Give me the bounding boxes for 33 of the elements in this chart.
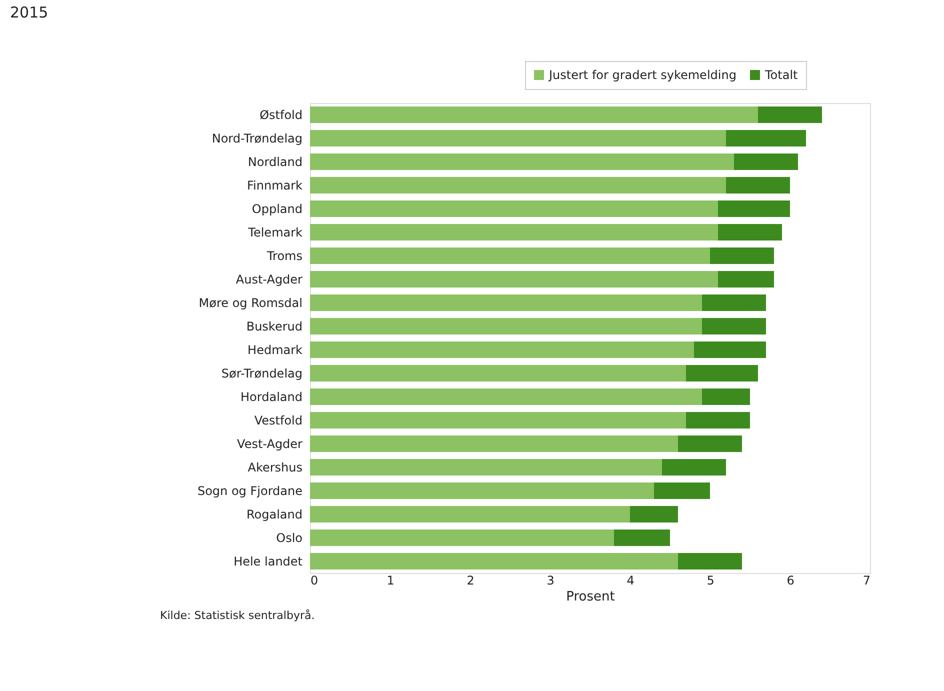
- y-tick-label: Telemark: [247, 225, 303, 240]
- y-tick-label: Møre og Romsdal: [198, 296, 302, 310]
- x-tick-label: 4: [626, 574, 634, 588]
- y-tick-label: Nord-Trøndelag: [212, 131, 302, 146]
- y-tick-label: Sør-Trøndelag: [221, 366, 302, 380]
- x-tick-label: 5: [706, 574, 714, 588]
- x-tick-label: 3: [546, 574, 554, 588]
- y-tick-label: Finnmark: [247, 178, 303, 192]
- y-tick-label: Hele landet: [234, 554, 303, 568]
- y-tick-label: Buskerud: [246, 319, 302, 334]
- x-tick-label: 2: [466, 574, 474, 588]
- y-tick-label: Oppland: [252, 202, 302, 216]
- x-tick-label: 7: [862, 574, 870, 588]
- legend-label: Justert for gradert sykemelding: [548, 68, 736, 82]
- y-tick-label: Hordaland: [240, 390, 302, 404]
- y-tick-label: Nordland: [248, 154, 302, 169]
- y-tick-label: Vestfold: [254, 413, 302, 428]
- y-tick-label: Østfold: [260, 108, 302, 122]
- y-tick-label: Akershus: [248, 460, 302, 474]
- x-tick-label: 0: [310, 574, 318, 588]
- y-tick-label: Sogn og Fjordane: [197, 484, 302, 498]
- x-axis-title: Prosent: [566, 590, 615, 604]
- y-tick-label: Troms: [266, 248, 302, 263]
- y-tick-label: Hedmark: [248, 342, 303, 357]
- legend-label: Totalt: [764, 68, 798, 82]
- y-tick-label: Aust-Agder: [236, 272, 303, 286]
- x-tick-label: 6: [786, 574, 794, 588]
- y-tick-label: Vest-Agder: [237, 436, 303, 451]
- y-tick-label: Oslo: [276, 530, 302, 545]
- x-tick-label: 1: [386, 574, 394, 588]
- text: Kilde: Statistisk sentralbyrå.: [160, 609, 315, 622]
- text: 2015: [10, 4, 48, 22]
- y-tick-label: Rogaland: [246, 507, 302, 522]
